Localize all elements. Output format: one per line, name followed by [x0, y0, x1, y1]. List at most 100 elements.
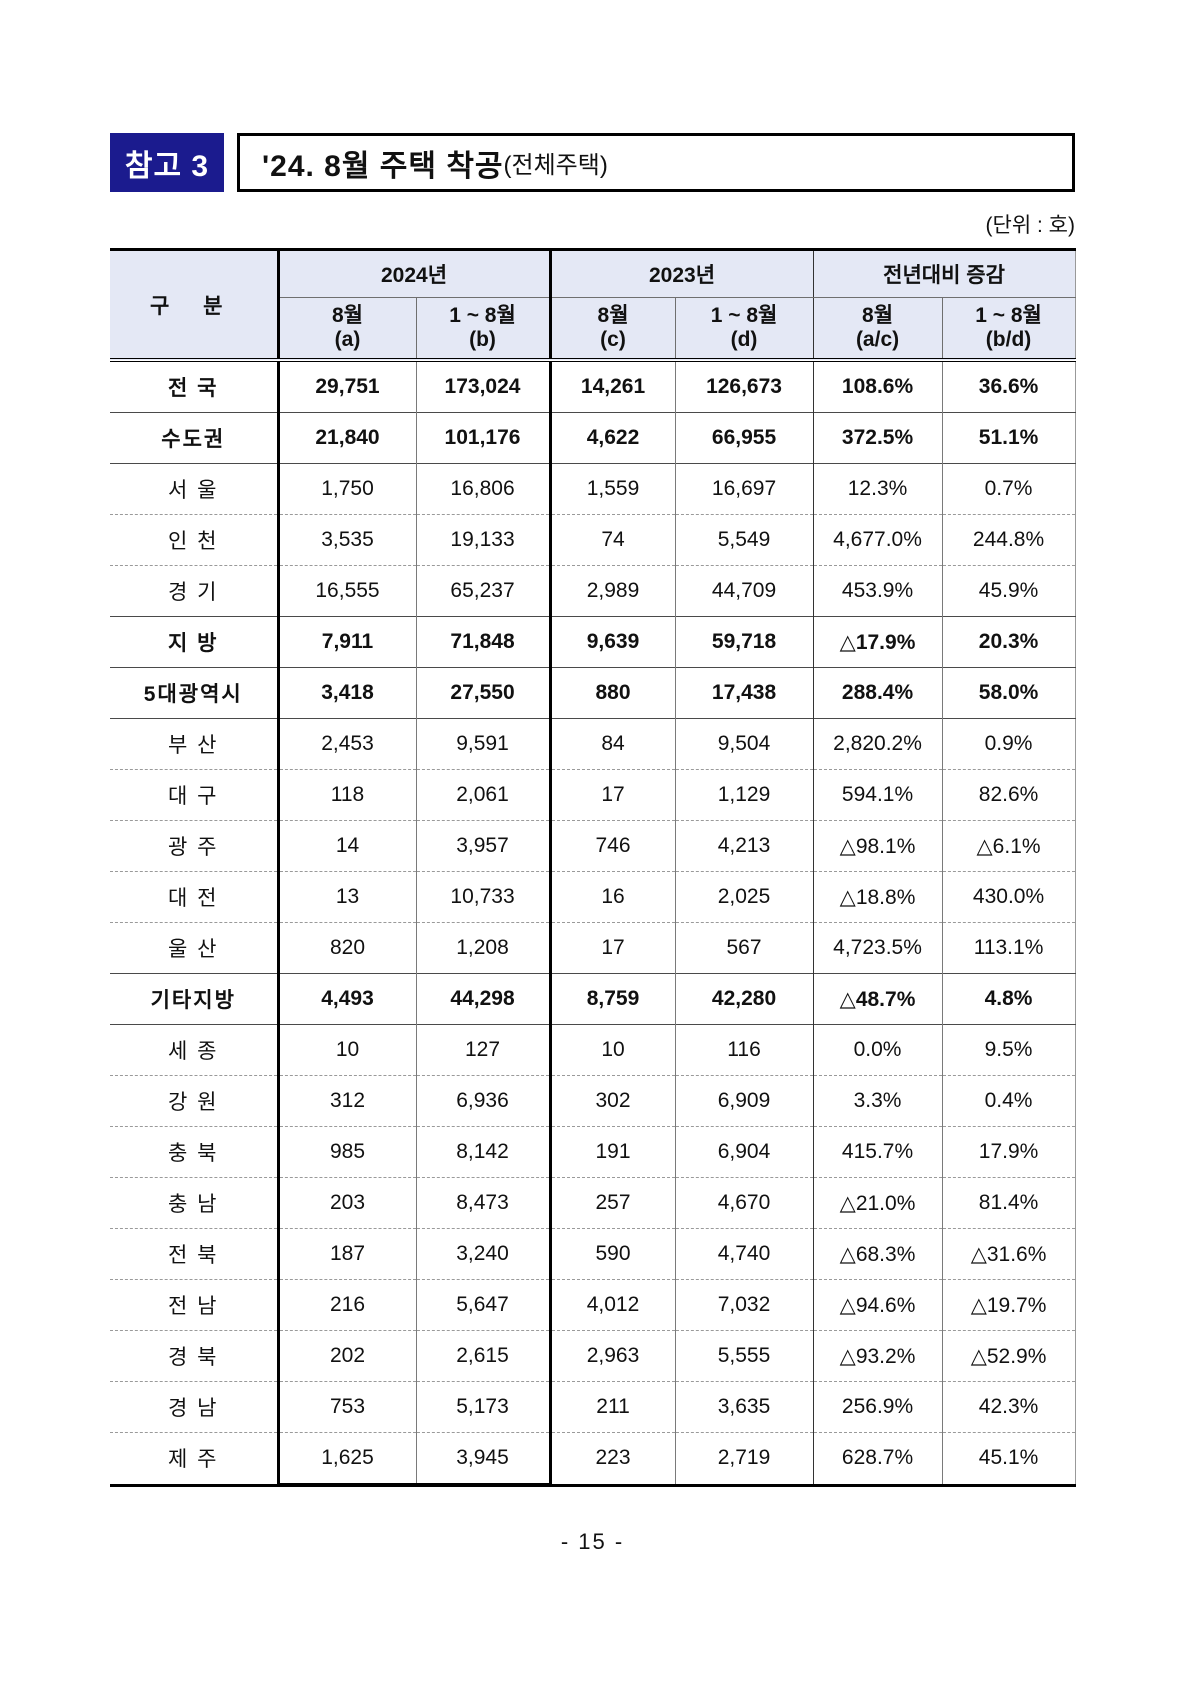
table-cell: 101,176 — [415, 412, 551, 464]
table-body: 전 국 29,751 173,024 14,261 126,673 108.6% 36.6%… — [110, 360, 1076, 1487]
table-cell: 1,750 — [276, 463, 416, 515]
table-cell: 2,453 — [276, 718, 416, 770]
table-cell: 2,025 — [674, 871, 814, 923]
table-row: 서 울 1,750 16,806 1,559 16,697 12.3% 0.7% — [110, 463, 1076, 515]
col-header-category: 구 분 — [110, 249, 278, 362]
table-cell: 6,904 — [674, 1126, 814, 1178]
table-cell: 211 — [548, 1381, 676, 1433]
table-cell: 257 — [548, 1177, 676, 1229]
table-row: 수도권 21,840 101,176 4,622 66,955 372.5% 51.1% — [110, 412, 1076, 464]
table-cell: 4,723.5% — [812, 922, 943, 974]
table-cell: △6.1% — [941, 820, 1076, 872]
col-header-yoy: 전년대비 증감 — [812, 249, 1076, 298]
table-cell: 372.5% — [812, 412, 943, 464]
table-cell: 84 — [548, 718, 676, 770]
page-title: '24. 8월 주택 착공 — [262, 149, 504, 183]
row-label: 부 산 — [168, 734, 219, 757]
table-cell: 203 — [276, 1177, 416, 1229]
table-cell: 746 — [548, 820, 676, 872]
row-label: 광 주 — [168, 836, 219, 859]
table-cell: 2,615 — [415, 1330, 551, 1382]
table-cell: 6,936 — [415, 1075, 551, 1127]
table-row: 5대광역시 3,418 27,550 880 17,438 288.4% 58.0% — [110, 667, 1076, 719]
table-cell: 820 — [276, 922, 416, 974]
table-cell: 3,535 — [276, 514, 416, 566]
table-cell: 9,504 — [674, 718, 814, 770]
table-cell: 2,820.2% — [812, 718, 943, 770]
table-cell: 17 — [548, 922, 676, 974]
table-cell: 453.9% — [812, 565, 943, 617]
table-cell: △68.3% — [812, 1228, 943, 1280]
table-cell: 594.1% — [812, 769, 943, 821]
table-cell: 187 — [276, 1228, 416, 1280]
row-label: 대 구 — [168, 785, 219, 808]
row-label: 전 북 — [168, 1244, 219, 1267]
page-title-suffix: (전체주택) — [503, 152, 608, 179]
table-cell: 1,625 — [276, 1432, 416, 1487]
table-cell: △31.6% — [941, 1228, 1076, 1280]
table-cell: 0.9% — [941, 718, 1076, 770]
table-cell: 82.6% — [941, 769, 1076, 821]
table-cell: 27,550 — [415, 667, 551, 719]
table-row: 부 산 2,453 9,591 84 9,504 2,820.2% 0.9% — [110, 718, 1076, 770]
table-cell: 19,133 — [415, 514, 551, 566]
table-cell: 191 — [548, 1126, 676, 1178]
col-header-jan-aug-d: 1 ~ 8월 (d) — [674, 297, 814, 362]
row-label: 경 북 — [168, 1346, 219, 1369]
table-cell: 4,493 — [276, 973, 416, 1025]
table-cell: 108.6% — [812, 360, 943, 413]
table-cell: 59,718 — [674, 616, 814, 668]
row-label: 5대광역시 — [143, 683, 243, 706]
table-row: 대 구 118 2,061 17 1,129 594.1% 82.6% — [110, 769, 1076, 821]
table-cell: 4,670 — [674, 1177, 814, 1229]
table-cell: 4.8% — [941, 973, 1076, 1025]
table-cell: △94.6% — [812, 1279, 943, 1331]
row-label: 세 종 — [168, 1040, 219, 1063]
table-cell: 0.0% — [812, 1024, 943, 1076]
table-cell: 5,647 — [415, 1279, 551, 1331]
table-row: 제 주 1,625 3,945 223 2,719 628.7% 45.1% — [110, 1432, 1076, 1487]
table-cell: 9,639 — [548, 616, 676, 668]
row-label: 서 울 — [168, 479, 219, 502]
table-row: 기타지방 4,493 44,298 8,759 42,280 △48.7% 4.8% — [110, 973, 1076, 1025]
row-label: 전 국 — [168, 377, 219, 400]
table-cell: 126,673 — [674, 360, 814, 413]
table-cell: 8,759 — [548, 973, 676, 1025]
table-cell: 430.0% — [941, 871, 1076, 923]
col-header-jan-aug-b: 1 ~ 8월 (b) — [415, 297, 551, 362]
table-cell: 6,909 — [674, 1075, 814, 1127]
table-row: 울 산 820 1,208 17 567 4,723.5% 113.1% — [110, 922, 1076, 974]
table-row: 충 북 985 8,142 191 6,904 415.7% 17.9% — [110, 1126, 1076, 1178]
table-cell: 17.9% — [941, 1126, 1076, 1178]
section-header: 참고 3 '24. 8월 주택 착공 (전체주택) — [110, 133, 1075, 192]
table-cell: 628.7% — [812, 1432, 943, 1485]
table-cell: 9,591 — [415, 718, 551, 770]
table-cell: 36.6% — [941, 360, 1076, 413]
table-cell: 21,840 — [276, 412, 416, 464]
table-row: 대 전 13 10,733 16 2,025 △18.8% 430.0% — [110, 871, 1076, 923]
table-cell: 4,213 — [674, 820, 814, 872]
table-cell: 16,555 — [276, 565, 416, 617]
row-label: 제 주 — [168, 1448, 219, 1472]
table-cell: 71,848 — [415, 616, 551, 668]
table-cell: 223 — [548, 1432, 676, 1485]
table-cell: 74 — [548, 514, 676, 566]
table-cell: 10 — [548, 1024, 676, 1076]
table-cell: △98.1% — [812, 820, 943, 872]
table-cell: 42.3% — [941, 1381, 1076, 1433]
table-cell: 4,012 — [548, 1279, 676, 1331]
col-header-aug-c: 8월 (c) — [548, 297, 676, 362]
row-label: 지 방 — [168, 632, 219, 655]
table-cell: 44,709 — [674, 565, 814, 617]
table-cell: 1,208 — [415, 922, 551, 974]
col-header-aug-ac: 8월 (a/c) — [812, 297, 943, 362]
table-cell: 16 — [548, 871, 676, 923]
table-header-sub-row: 8월 (a) 1 ~ 8월 (b) 8월 (c) 1 ~ 8월 (d) 8월 (… — [110, 297, 1076, 362]
table-cell: 244.8% — [941, 514, 1076, 566]
table-cell: △48.7% — [812, 973, 943, 1025]
table-row: 세 종 10 127 10 116 0.0% 9.5% — [110, 1024, 1076, 1076]
table-cell: 0.7% — [941, 463, 1076, 515]
table-row: 전 북 187 3,240 590 4,740 △68.3% △31.6% — [110, 1228, 1076, 1280]
table-cell: 202 — [276, 1330, 416, 1382]
table-cell: 3.3% — [812, 1075, 943, 1127]
